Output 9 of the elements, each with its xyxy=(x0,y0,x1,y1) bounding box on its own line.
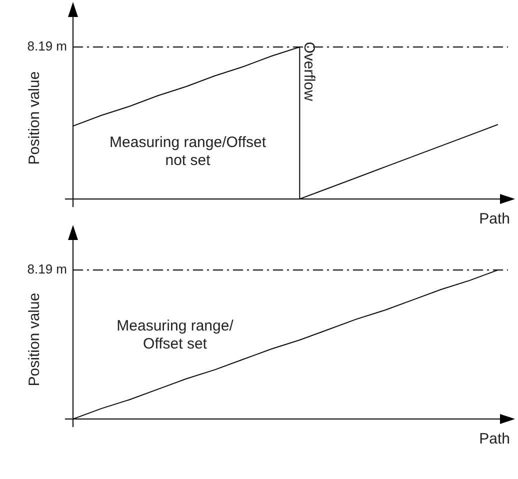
y-axis-title: Position value xyxy=(26,71,44,165)
x-axis-title: Path xyxy=(479,430,510,448)
x-axis-title: Path xyxy=(479,210,510,228)
annotation: Measuring range/ Offset set xyxy=(116,318,234,353)
y-axis-title: Position value xyxy=(26,292,44,386)
ref-line-label: 8.19 m xyxy=(27,38,67,54)
ref-line-label: 8.19 m xyxy=(27,262,67,277)
annotation: Measuring range/Offset not set xyxy=(110,134,267,170)
annotation: Overflow xyxy=(300,42,318,102)
